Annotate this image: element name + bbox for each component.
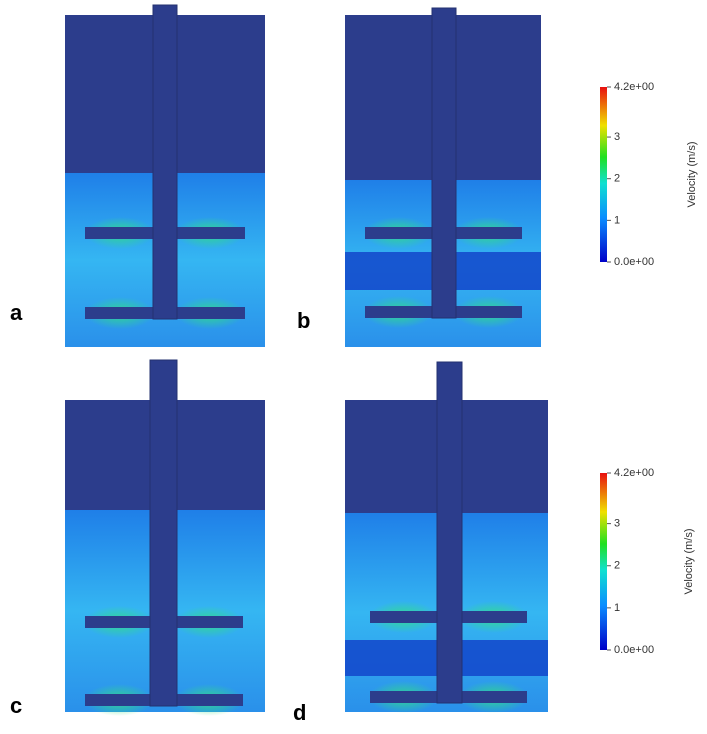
panel-label: c — [10, 693, 22, 718]
colorbar-tick-label: 4.2e+00 — [614, 81, 654, 93]
colorbar-tick-label: 0.0e+00 — [614, 256, 654, 268]
colorbar-tick-label: 3 — [614, 131, 620, 143]
shaft — [149, 359, 178, 707]
colorbar-title: Velocity (m/s) — [683, 528, 695, 594]
panel-label: b — [297, 308, 310, 333]
shaft — [152, 4, 178, 320]
colorbar-tick-label: 1 — [614, 214, 620, 226]
panel-label: d — [293, 700, 306, 725]
colorbar-tick-label: 4.2e+00 — [614, 467, 654, 479]
colorbar-title: Velocity (m/s) — [686, 141, 698, 207]
shaft — [431, 7, 457, 319]
colorbar-tick-label: 1 — [614, 602, 620, 614]
colorbar-tick-label: 3 — [614, 518, 620, 530]
panel-label: a — [10, 300, 23, 325]
colorbar-tick-label: 2 — [614, 173, 620, 185]
colorbar — [600, 87, 607, 262]
shaft — [436, 361, 463, 704]
colorbar — [600, 473, 607, 650]
colorbar-tick-label: 0.0e+00 — [614, 644, 654, 656]
colorbar-tick-label: 2 — [614, 560, 620, 572]
